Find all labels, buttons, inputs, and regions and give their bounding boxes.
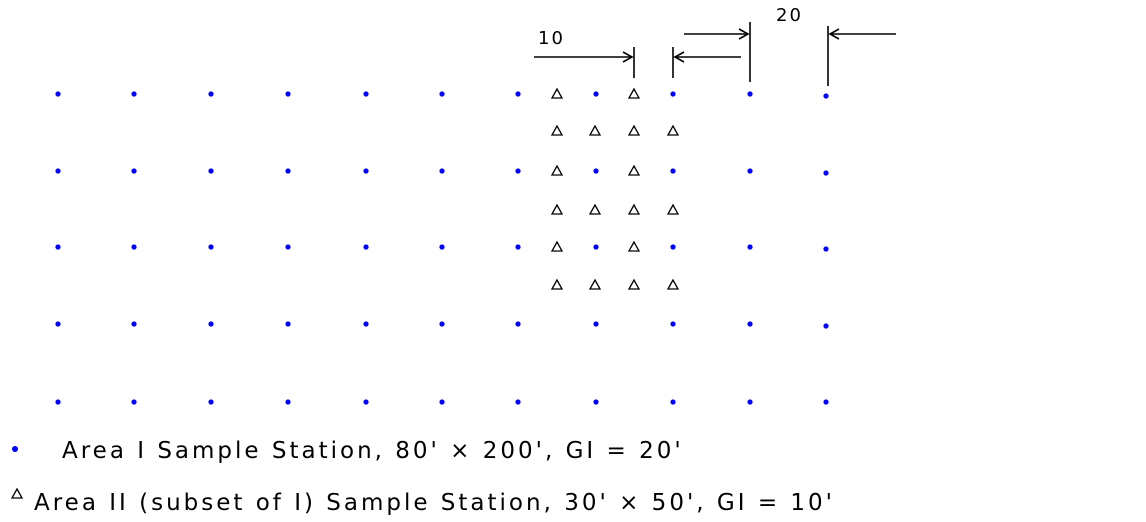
area1-station-dot <box>823 323 829 329</box>
area1-station-dot <box>208 399 214 405</box>
area2-station-triangle <box>550 124 564 136</box>
area1-station-dot <box>285 399 291 405</box>
dimension-area1-interval: 20 <box>684 5 896 86</box>
area1-station-dot <box>131 91 137 97</box>
area1-station-dot <box>285 91 291 97</box>
area2-interval-label: 10 <box>538 28 565 49</box>
area1-station-dot <box>131 321 137 327</box>
area1-station-dot <box>363 168 369 174</box>
area1-station-dot <box>208 244 214 250</box>
area2-station-triangle <box>550 278 564 290</box>
area1-station-dot <box>747 91 753 97</box>
area1-station-dot <box>823 246 829 252</box>
area2-station-triangle <box>627 164 641 176</box>
area1-station-dot <box>131 168 137 174</box>
area1-station-dot <box>439 244 445 250</box>
area2-station-triangle <box>627 278 641 290</box>
legend-area1-text: Area I Sample Station, 80' × 200', GI = … <box>62 438 684 464</box>
area1-station-dot <box>593 399 599 405</box>
area2-station-triangle <box>627 240 641 252</box>
area1-station-dot <box>55 168 61 174</box>
area1-station-dot <box>593 168 599 174</box>
area1-station-dot <box>747 244 753 250</box>
area1-station-dot <box>439 91 445 97</box>
area2-station-triangle <box>666 278 680 290</box>
area1-station-dot <box>593 244 599 250</box>
area1-station-dot <box>285 321 291 327</box>
area2-station-triangle <box>627 203 641 215</box>
area2-station-triangle <box>666 124 680 136</box>
area2-station-triangles <box>550 87 680 290</box>
area1-station-dot <box>131 244 137 250</box>
area1-station-dot <box>55 399 61 405</box>
area1-station-dot <box>515 399 521 405</box>
area1-station-dot <box>131 399 137 405</box>
area1-station-dot <box>208 168 214 174</box>
area1-station-dot <box>439 168 445 174</box>
arrowhead <box>828 28 840 40</box>
area1-station-dot <box>55 244 61 250</box>
area2-station-triangle <box>627 87 641 99</box>
area1-station-dot <box>363 399 369 405</box>
area1-station-dot <box>823 399 829 405</box>
area2-station-triangle <box>550 164 564 176</box>
area1-station-dots <box>55 91 829 405</box>
legend: Area I Sample Station, 80' × 200', GI = … <box>10 438 835 516</box>
area1-interval-label: 20 <box>776 5 803 26</box>
area1-station-dot <box>208 91 214 97</box>
area1-station-dot <box>285 168 291 174</box>
dimension-area2-interval: 10 <box>534 28 741 78</box>
area2-station-triangle <box>550 240 564 252</box>
area1-station-dot <box>747 321 753 327</box>
area1-station-dot <box>515 91 521 97</box>
area1-station-dot <box>55 91 61 97</box>
area2-station-triangle <box>550 87 564 99</box>
area1-station-dot <box>515 321 521 327</box>
area1-station-dot <box>823 93 829 99</box>
area1-station-dot <box>823 170 829 176</box>
area1-station-dot <box>747 168 753 174</box>
area1-station-dot <box>439 321 445 327</box>
area1-station-dot <box>747 399 753 405</box>
area1-station-dot <box>515 168 521 174</box>
area1-station-dot <box>670 244 676 250</box>
area1-station-dot <box>363 321 369 327</box>
legend-area2-text: Area II (subset of I) Sample Station, 30… <box>34 490 835 516</box>
area1-station-dot <box>208 321 214 327</box>
area2-station-triangle <box>666 203 680 215</box>
area1-station-dot <box>593 91 599 97</box>
area1-station-dot <box>670 321 676 327</box>
arrowhead <box>622 51 634 63</box>
area1-station-dot <box>363 244 369 250</box>
area1-station-dot <box>593 321 599 327</box>
area2-station-triangle <box>550 203 564 215</box>
area2-station-triangle <box>588 203 602 215</box>
area1-station-dot <box>55 321 61 327</box>
area1-station-dot <box>515 244 521 250</box>
legend-area1-dot-icon <box>12 446 18 452</box>
arrowhead <box>673 51 685 63</box>
area1-station-dot <box>670 168 676 174</box>
area2-station-triangle <box>588 278 602 290</box>
area2-station-triangle <box>627 124 641 136</box>
area1-station-dot <box>285 244 291 250</box>
arrowhead <box>738 28 750 40</box>
area1-station-dot <box>670 399 676 405</box>
area1-station-dot <box>439 399 445 405</box>
legend-area2-triangle-icon <box>10 487 24 499</box>
area1-station-dot <box>670 91 676 97</box>
area1-station-dot <box>363 91 369 97</box>
area2-station-triangle <box>588 124 602 136</box>
